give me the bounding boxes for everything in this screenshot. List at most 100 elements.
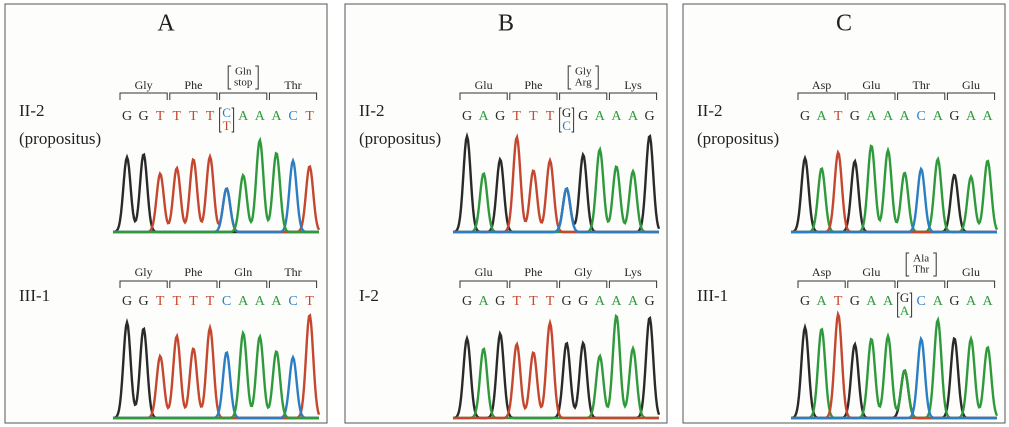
base-call: C: [562, 118, 571, 133]
base-call: C: [288, 109, 297, 124]
base-call: G: [578, 294, 588, 309]
codon-label: Glu: [475, 265, 493, 279]
base-call: A: [900, 109, 911, 124]
codon-label: Phe: [184, 78, 202, 92]
base-call: G: [122, 109, 132, 124]
base-call: A: [238, 109, 249, 124]
base-call: A: [628, 109, 639, 124]
codon-label: Thr: [284, 78, 301, 92]
sample-label: (propositus): [19, 129, 101, 148]
sample-label: (propositus): [697, 129, 779, 148]
sample-label: II-2: [697, 101, 722, 120]
base-call: T: [513, 109, 522, 124]
codon-label: Lys: [624, 78, 642, 92]
base-call: T: [546, 294, 555, 309]
base-call: G: [139, 294, 149, 309]
codon-label: Asp: [812, 78, 831, 92]
base-call: A: [866, 294, 877, 309]
codon-label: Phe: [524, 78, 542, 92]
codon-label: Phe: [524, 265, 542, 279]
base-call: T: [156, 294, 165, 309]
codon-label: Glu: [862, 78, 880, 92]
base-call: C: [222, 294, 231, 309]
panel-label: C: [836, 11, 852, 37]
base-call: A: [883, 109, 894, 124]
base-call: G: [850, 109, 860, 124]
codon-label: Lys: [624, 265, 642, 279]
base-call: A: [238, 294, 249, 309]
base-call: A: [255, 109, 266, 124]
codon-label: Glu: [475, 78, 493, 92]
base-call: T: [223, 118, 231, 133]
base-call: G: [645, 294, 655, 309]
base-call: T: [513, 294, 522, 309]
base-call: G: [645, 109, 655, 124]
base-call: C: [917, 294, 926, 309]
sample-label: III-1: [697, 286, 728, 305]
base-call: T: [156, 109, 165, 124]
base-call: A: [817, 109, 828, 124]
base-call: A: [271, 109, 282, 124]
base-call: T: [173, 294, 182, 309]
panel-label: B: [498, 11, 514, 37]
base-call: G: [800, 109, 810, 124]
base-call: A: [983, 294, 994, 309]
base-call: A: [595, 109, 606, 124]
base-call: G: [122, 294, 132, 309]
sample-label: I-2: [359, 286, 379, 305]
codon-label: Gln: [234, 265, 252, 279]
base-call: G: [850, 294, 860, 309]
sample-label: (propositus): [359, 129, 441, 148]
base-call: T: [173, 109, 182, 124]
base-call: C: [917, 109, 926, 124]
base-call: G: [495, 109, 505, 124]
base-call: G: [949, 109, 959, 124]
base-call: T: [189, 294, 198, 309]
base-call: G: [562, 294, 572, 309]
codon-label: stop: [234, 77, 253, 89]
sample-label: II-2: [359, 101, 384, 120]
base-call: G: [578, 109, 588, 124]
base-call: T: [305, 294, 314, 309]
base-call: A: [271, 294, 282, 309]
base-call: A: [966, 109, 977, 124]
codon-label: Gly: [135, 78, 153, 92]
codon-label: Phe: [184, 265, 202, 279]
base-call: G: [495, 294, 505, 309]
base-call: A: [611, 109, 622, 124]
base-call: A: [866, 109, 877, 124]
codon-label: Thr: [284, 265, 301, 279]
base-call: A: [900, 303, 910, 318]
codon-label: Thr: [913, 78, 930, 92]
base-call: A: [933, 294, 944, 309]
base-call: A: [628, 294, 639, 309]
base-call: T: [834, 109, 843, 124]
codon-label: Glu: [862, 265, 880, 279]
base-call: A: [966, 294, 977, 309]
base-call: A: [479, 109, 490, 124]
base-call: A: [479, 294, 490, 309]
base-call: A: [611, 294, 622, 309]
base-call: A: [817, 294, 828, 309]
codon-label: Gly: [135, 265, 153, 279]
codon-label: Asp: [812, 265, 831, 279]
panel-label: A: [157, 11, 175, 37]
base-call: T: [529, 294, 538, 309]
base-call: A: [595, 294, 606, 309]
base-call: T: [206, 109, 215, 124]
sample-label: III-1: [19, 286, 50, 305]
base-call: T: [206, 294, 215, 309]
base-call: A: [983, 109, 994, 124]
codon-label: Glu: [962, 265, 980, 279]
codon-label: Glu: [962, 78, 980, 92]
base-call: G: [462, 294, 472, 309]
base-call: G: [139, 109, 149, 124]
codon-label: Thr: [913, 264, 929, 276]
base-call: G: [949, 294, 959, 309]
base-call: T: [305, 109, 314, 124]
base-call: T: [529, 109, 538, 124]
base-call: T: [546, 109, 555, 124]
codon-label: Arg: [575, 77, 592, 89]
base-call: A: [933, 109, 944, 124]
base-call: A: [883, 294, 894, 309]
